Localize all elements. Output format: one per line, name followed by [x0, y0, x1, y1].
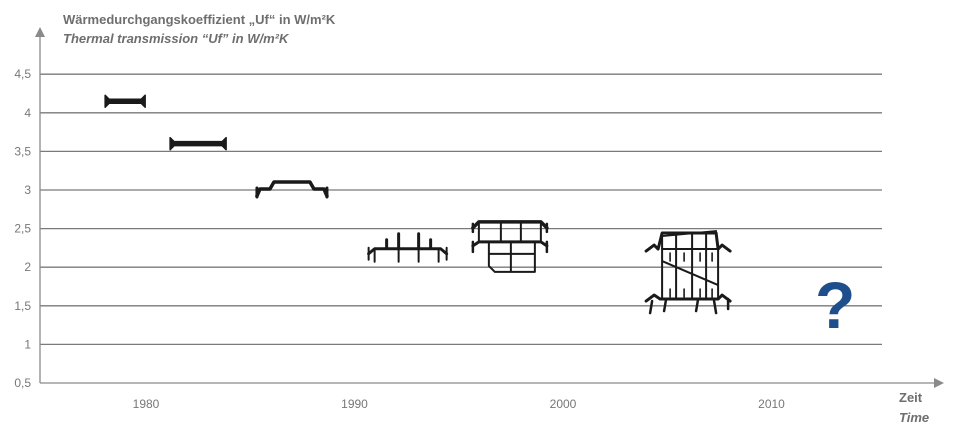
chart-title: Wärmedurchgangskoeffizient „Uf“ in W/m²K	[63, 12, 336, 27]
flat-profile-icon	[104, 94, 146, 108]
future-question-mark: ?	[815, 268, 856, 342]
y-axis-arrow-icon	[35, 27, 45, 37]
y-tick-label: 4	[24, 106, 31, 120]
x-axis-label-en: Time	[899, 410, 930, 425]
x-axis-label: Zeit	[899, 390, 923, 405]
y-tick-label: 2,5	[14, 222, 31, 236]
y-tick-label: 2	[24, 260, 31, 274]
multi-chamber-profile-icon	[471, 220, 549, 273]
x-tick-label: 1990	[341, 397, 368, 411]
raised-profile-icon	[255, 180, 329, 199]
y-tick-label: 1,5	[14, 299, 31, 313]
y-tick-label: 3,5	[14, 144, 31, 158]
x-tick-label: 1980	[133, 397, 160, 411]
y-tick-label: 3	[24, 183, 31, 197]
x-tick-label: 2010	[758, 397, 785, 411]
insulated-profile-icon	[367, 232, 449, 263]
x-tick-label: 2000	[550, 397, 577, 411]
x-axis-arrow-icon	[934, 378, 944, 388]
chart-subtitle: Thermal transmission “Uf” in W/m²K	[63, 31, 289, 46]
y-tick-label: 4,5	[14, 67, 31, 81]
y-tick-label: 1	[24, 337, 31, 351]
thermal-break-profile-icon	[644, 230, 732, 315]
flat-profile-icon	[169, 136, 227, 151]
y-tick-label: 0,5	[14, 376, 31, 390]
